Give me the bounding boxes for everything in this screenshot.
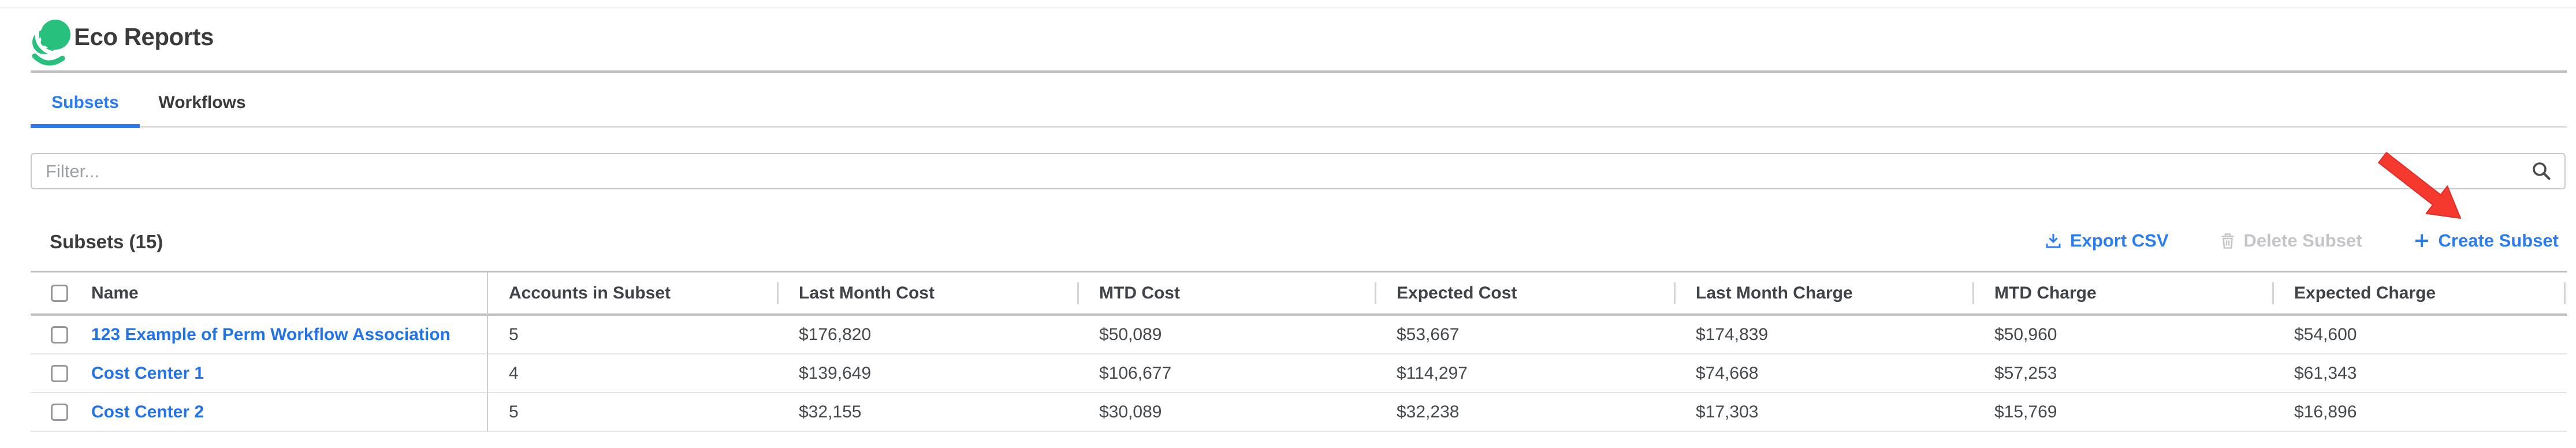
- trash-icon: [2221, 233, 2234, 249]
- cell-expected-cost: $114,297: [1397, 363, 1468, 383]
- table-actions: Export CSV Delete Subset Create Subset: [2045, 227, 2559, 254]
- page-title: Eco Reports: [74, 23, 214, 50]
- cell-accounts-in-subset: 4: [509, 363, 519, 383]
- download-icon: [2046, 234, 2061, 248]
- cell-last-month-charge: $174,839: [1696, 324, 1769, 344]
- cell-mtd-cost: $50,089: [1099, 324, 1162, 344]
- export-csv-label: Export CSV: [2069, 230, 2169, 251]
- column-separator: [1972, 282, 1974, 304]
- column-separator: [777, 282, 779, 304]
- column-separator: [2272, 282, 2274, 304]
- create-subset-button[interactable]: Create Subset: [2413, 230, 2559, 251]
- row-separator: [31, 392, 2567, 393]
- cell-expected-cost: $32,238: [1397, 402, 1460, 421]
- column-separator: [1375, 282, 1376, 304]
- cell-expected-cost: $53,667: [1397, 324, 1460, 344]
- subset-name-link[interactable]: 123 Example of Perm Workflow Association: [91, 324, 451, 344]
- table-header-row: Name Accounts in Subset Last Month Cost …: [31, 272, 2567, 313]
- table-row: Cost Center 1 4 $139,649 $106,677 $114,2…: [31, 354, 2567, 392]
- column-header-mtd-cost: MTD Cost: [1099, 283, 1180, 303]
- cell-mtd-cost: $30,089: [1099, 402, 1162, 421]
- delete-subset-button[interactable]: Delete Subset: [2220, 230, 2362, 251]
- column-header-name: Name: [91, 283, 139, 303]
- cell-expected-charge: $61,343: [2294, 363, 2357, 383]
- cell-accounts-in-subset: 5: [509, 324, 519, 344]
- row-checkbox[interactable]: [51, 326, 68, 344]
- column-header-expected-charge: Expected Charge: [2294, 283, 2436, 303]
- cell-last-month-cost: $139,649: [799, 363, 872, 383]
- cell-mtd-charge: $50,960: [1994, 324, 2057, 344]
- row-checkbox[interactable]: [51, 403, 68, 421]
- column-header-accounts-in-subset: Accounts in Subset: [509, 283, 671, 303]
- tab-subsets[interactable]: Subsets: [51, 93, 119, 112]
- cell-mtd-charge: $15,769: [1994, 402, 2057, 421]
- cell-expected-charge: $16,896: [2294, 402, 2357, 421]
- row-separator: [31, 353, 2567, 354]
- subsets-count-heading: Subsets (15): [50, 231, 163, 252]
- cell-mtd-charge: $57,253: [1994, 363, 2057, 383]
- tab-bar-border: [31, 126, 2567, 128]
- table-header-border: [31, 313, 2567, 316]
- tab-bar: Subsets Workflows: [31, 85, 265, 120]
- name-column-border: [487, 272, 488, 432]
- delete-subset-label: Delete Subset: [2243, 230, 2362, 251]
- eco-logo-icon: [32, 19, 72, 66]
- row-separator: [31, 431, 2567, 432]
- filter-input[interactable]: [31, 153, 2566, 189]
- export-csv-button[interactable]: Export CSV: [2045, 230, 2169, 251]
- search-icon: [2533, 162, 2551, 180]
- filter-bar: [31, 153, 2566, 189]
- column-separator: [1674, 282, 1676, 304]
- subsets-table: Name Accounts in Subset Last Month Cost …: [31, 271, 2567, 432]
- column-header-last-month-charge: Last Month Charge: [1696, 283, 1853, 303]
- tab-workflows[interactable]: Workflows: [158, 93, 246, 112]
- header-divider: [31, 70, 2567, 73]
- cell-mtd-cost: $106,677: [1099, 363, 1172, 383]
- active-tab-underline: [31, 124, 140, 128]
- table-row: 123 Example of Perm Workflow Association…: [31, 316, 2567, 353]
- subset-name-link[interactable]: Cost Center 2: [91, 402, 204, 421]
- cell-accounts-in-subset: 5: [509, 402, 519, 421]
- table-row: Cost Center 2 5 $32,155 $30,089 $32,238 …: [31, 393, 2567, 431]
- row-checkbox[interactable]: [51, 364, 68, 382]
- cell-expected-charge: $54,600: [2294, 324, 2357, 344]
- table-top-border: [31, 271, 2567, 272]
- create-subset-label: Create Subset: [2438, 230, 2559, 251]
- column-separator: [1077, 282, 1079, 304]
- cell-last-month-charge: $74,668: [1696, 363, 1759, 383]
- cell-last-month-charge: $17,303: [1696, 402, 1759, 421]
- select-all-checkbox[interactable]: [51, 284, 68, 302]
- plus-icon: [2415, 234, 2428, 247]
- column-header-last-month-cost: Last Month Cost: [799, 283, 935, 303]
- cell-last-month-cost: $176,820: [799, 324, 872, 344]
- column-header-mtd-charge: MTD Charge: [1994, 283, 2097, 303]
- column-separator: [2564, 282, 2566, 304]
- column-header-expected-cost: Expected Cost: [1397, 283, 1517, 303]
- subset-name-link[interactable]: Cost Center 1: [91, 363, 204, 383]
- top-edge-shadow: [0, 0, 2576, 7]
- cell-last-month-cost: $32,155: [799, 402, 862, 421]
